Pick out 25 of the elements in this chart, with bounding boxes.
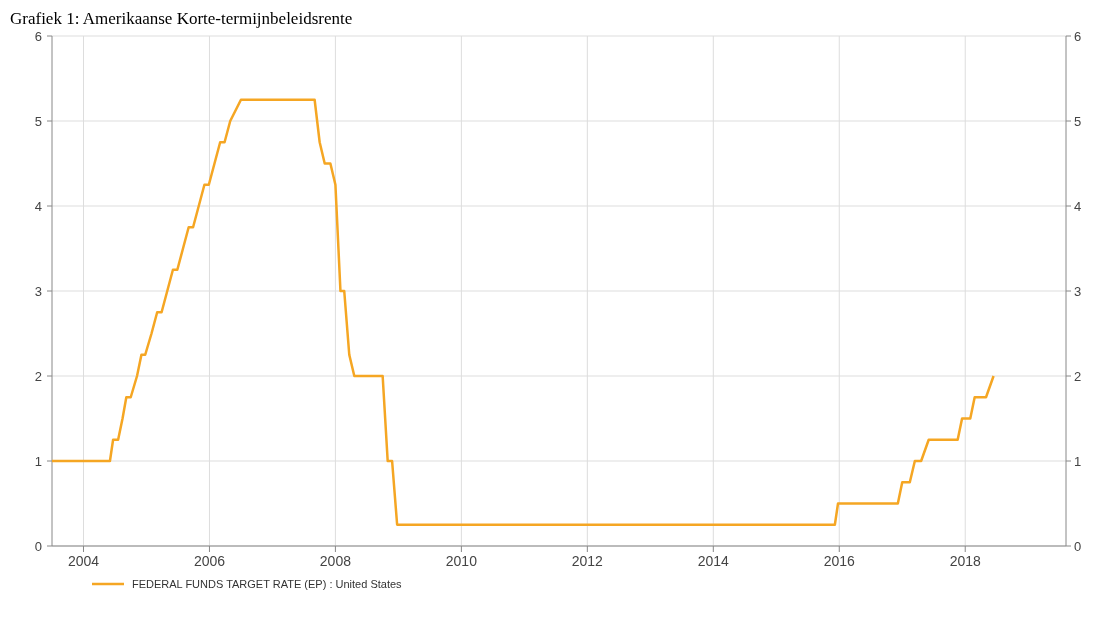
y-tick-label: 1 [34,453,42,469]
x-tick-label: 2006 [193,553,226,569]
y2-tick-label: 5 [1074,113,1082,129]
y-tick-label: 0 [34,538,42,554]
x-tick-label: 2016 [823,553,856,569]
y2-tick-label: 6 [1074,28,1082,44]
y2-tick-label: 3 [1074,283,1082,299]
y2-tick-label: 0 [1074,538,1082,554]
chart-title: Grafiek 1: Amerikaanse Korte-termijnbeleidsrente [10,9,353,28]
x-tick-label: 2018 [949,553,982,569]
line-series [50,98,995,526]
x-tick-label: 2004 [67,553,100,569]
x-tick-label: 2014 [697,553,730,569]
x-tick-label: 2008 [319,553,352,569]
y2-tick-label: 1 [1074,453,1082,469]
legend-label: FEDERAL FUNDS TARGET RATE (EP) : United States [132,577,403,590]
x-tick-label: 2010 [445,553,478,569]
y-tick-label: 3 [34,283,42,299]
y2-tick-label: 2 [1074,368,1082,384]
y2-tick-label: 4 [1074,198,1082,214]
y-tick-label: 4 [34,198,42,214]
y-tick-label: 2 [34,368,42,384]
y-tick-label: 5 [34,113,42,129]
y-tick-label: 6 [34,28,42,44]
x-tick-label: 2012 [571,553,604,569]
